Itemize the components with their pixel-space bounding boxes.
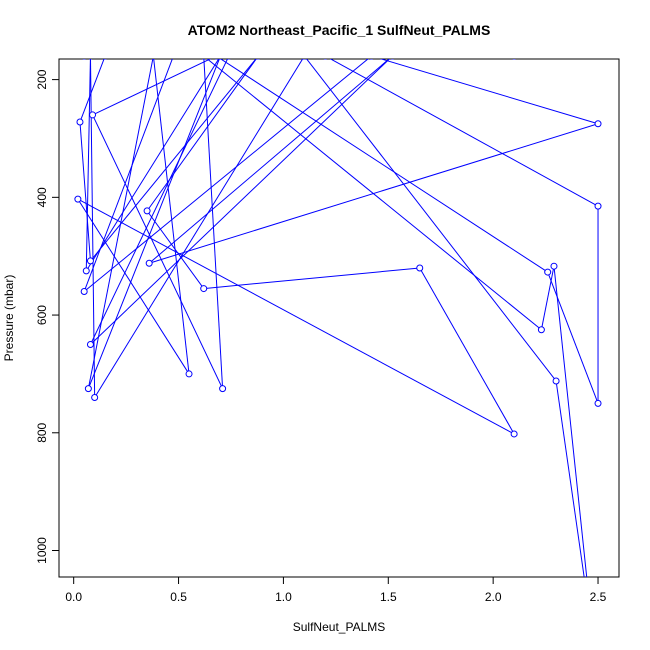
data-point [82,267,90,275]
x-axis: 0.0 0.5 1.0 1.5 2.0 2.5 [65,577,607,604]
series-line-segment [94,59,304,398]
data-point [91,393,99,401]
x-tick-label: 0.0 [65,590,82,604]
series-line-segment [206,59,542,331]
data-point [89,111,97,119]
data-point [84,385,92,393]
data-point [88,59,93,60]
data-point [76,118,84,126]
y-tick-label: 600 [35,305,49,325]
y-axis-label: Pressure (mbar) [2,275,16,362]
series-line-segment [87,59,220,389]
series-line-segment [553,266,588,577]
data-point [550,262,558,270]
series-line-segment [77,198,515,435]
plot-frame [58,58,620,578]
series-line-segment [203,59,224,389]
series-line-segment [92,59,212,116]
data-point [594,202,602,210]
data-point [537,326,545,334]
y-tick-label: 800 [35,422,49,442]
data-point [185,370,193,378]
series-line-segment [85,59,91,271]
chart-title: ATOM2 Northeast_Pacific_1 SulfNeut_PALMS [188,22,491,38]
data-point [390,59,395,60]
series-line-segment [85,59,220,272]
data-point [145,259,153,267]
data-point [151,59,156,60]
y-tick-label: 1000 [35,537,49,564]
x-axis-label: SulfNeut_PALMS [293,620,386,634]
series-line-segment [419,267,515,435]
data-point [591,642,597,648]
series-line-segment [329,59,599,207]
series-line-segment [153,59,190,374]
plot-area [74,12,602,648]
series-line-segment [540,266,555,330]
x-tick-label: 2.0 [485,590,502,604]
series-line-segment [547,271,599,404]
series-line-segment [87,59,154,389]
data-point [214,59,219,60]
data-point [594,399,602,407]
series-line-segment [79,59,105,123]
data-point [86,257,94,265]
data-point [544,268,552,276]
data-point [594,120,602,128]
data-point [512,59,517,60]
data-point [369,59,374,60]
data-point [365,59,370,60]
data-point [510,430,518,438]
data-point [552,377,560,385]
data-point [226,59,231,60]
data-point [302,59,307,60]
series-line-segment [555,380,585,577]
data-point [200,285,208,293]
series-line-segment [148,59,390,264]
data-point [143,207,151,215]
x-tick-label: 2.5 [590,590,607,604]
data-point [186,12,192,18]
series-line-segment [90,59,257,262]
series-line-segment [92,114,224,389]
y-axis: 200 400 600 800 1000 [35,69,59,564]
x-tick-label: 1.0 [275,590,292,604]
data-point [256,59,261,60]
data-point [201,59,206,60]
series-line-segment [83,59,173,292]
series-line-segment [90,59,229,345]
series-line-segment [219,59,548,273]
x-tick-label: 0.5 [170,590,187,604]
series-line-segment [203,267,420,290]
series-line-segment [306,59,557,382]
data-point [74,195,82,203]
y-tick-label: 200 [35,69,49,89]
series-line-segment [90,59,391,345]
data-point [218,59,223,60]
series-line-segment [146,59,257,212]
series-line-segment [77,198,190,375]
y-tick-label: 400 [35,187,49,207]
data-point [323,59,328,60]
data-point [82,59,87,60]
series-line-segment [149,123,599,264]
series-line-segment [79,121,91,261]
data-point [86,340,94,348]
series-line-segment [379,59,599,125]
series-line-segment [83,59,369,292]
data-point [80,288,88,296]
x-tick-label: 1.5 [380,590,397,604]
data-point [219,385,227,393]
data-point [416,264,424,272]
data-point [103,59,108,60]
